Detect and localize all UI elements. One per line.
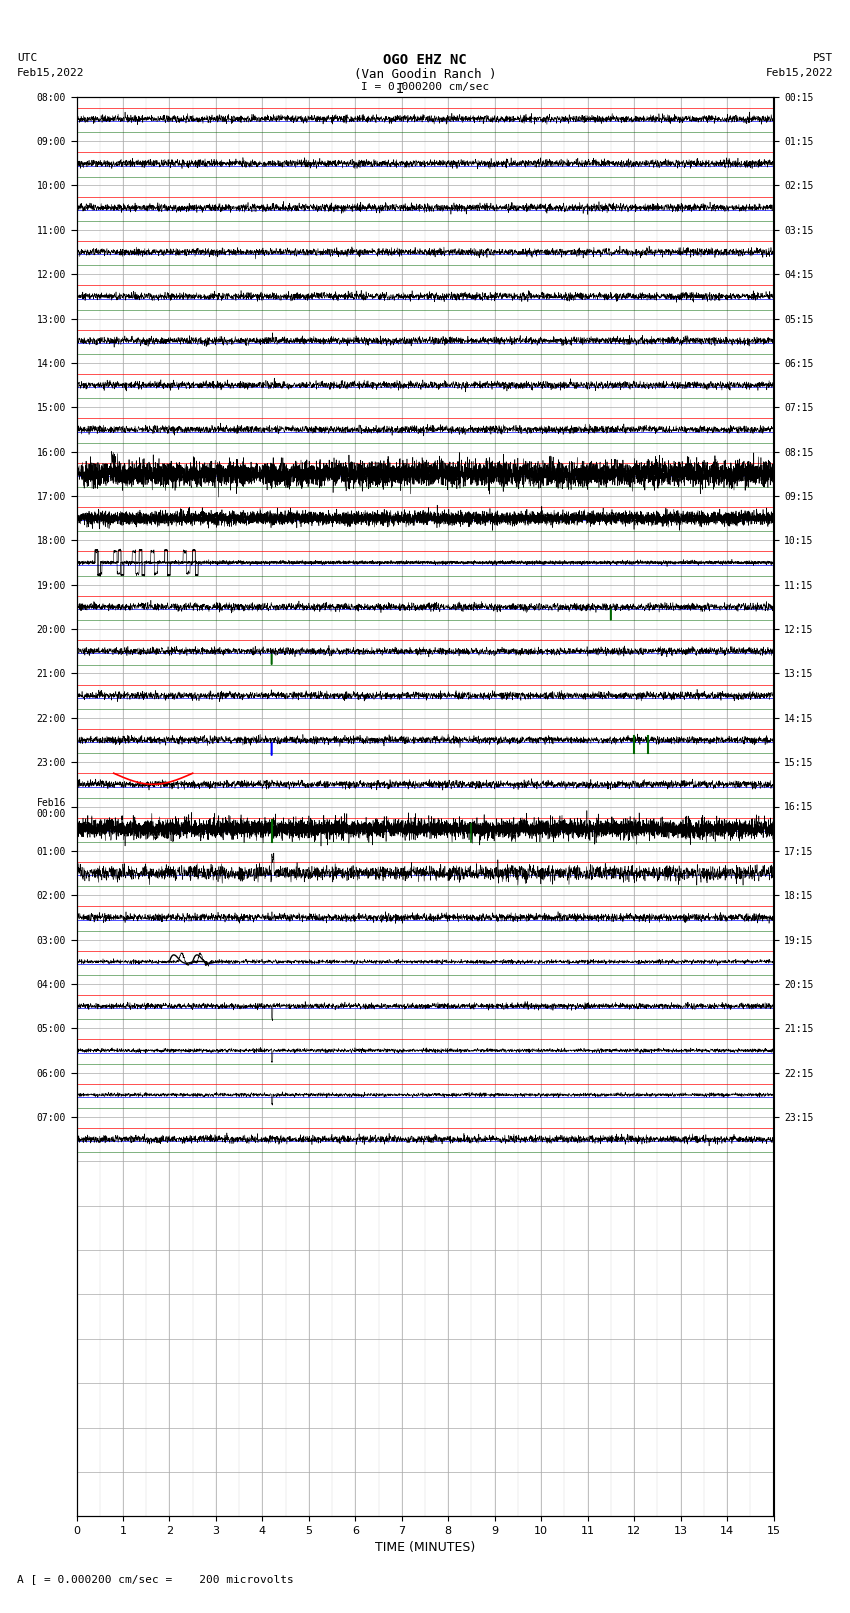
X-axis label: TIME (MINUTES): TIME (MINUTES) bbox=[375, 1542, 475, 1555]
Text: Feb15,2022: Feb15,2022 bbox=[17, 68, 84, 77]
Text: A [ = 0.000200 cm/sec =    200 microvolts: A [ = 0.000200 cm/sec = 200 microvolts bbox=[17, 1574, 294, 1584]
Text: I = 0.000200 cm/sec: I = 0.000200 cm/sec bbox=[361, 82, 489, 92]
Text: OGO EHZ NC: OGO EHZ NC bbox=[383, 53, 467, 68]
Text: UTC: UTC bbox=[17, 53, 37, 63]
Text: PST: PST bbox=[813, 53, 833, 63]
Text: (Van Goodin Ranch ): (Van Goodin Ranch ) bbox=[354, 68, 496, 81]
Text: I: I bbox=[395, 82, 404, 97]
Text: Feb15,2022: Feb15,2022 bbox=[766, 68, 833, 77]
